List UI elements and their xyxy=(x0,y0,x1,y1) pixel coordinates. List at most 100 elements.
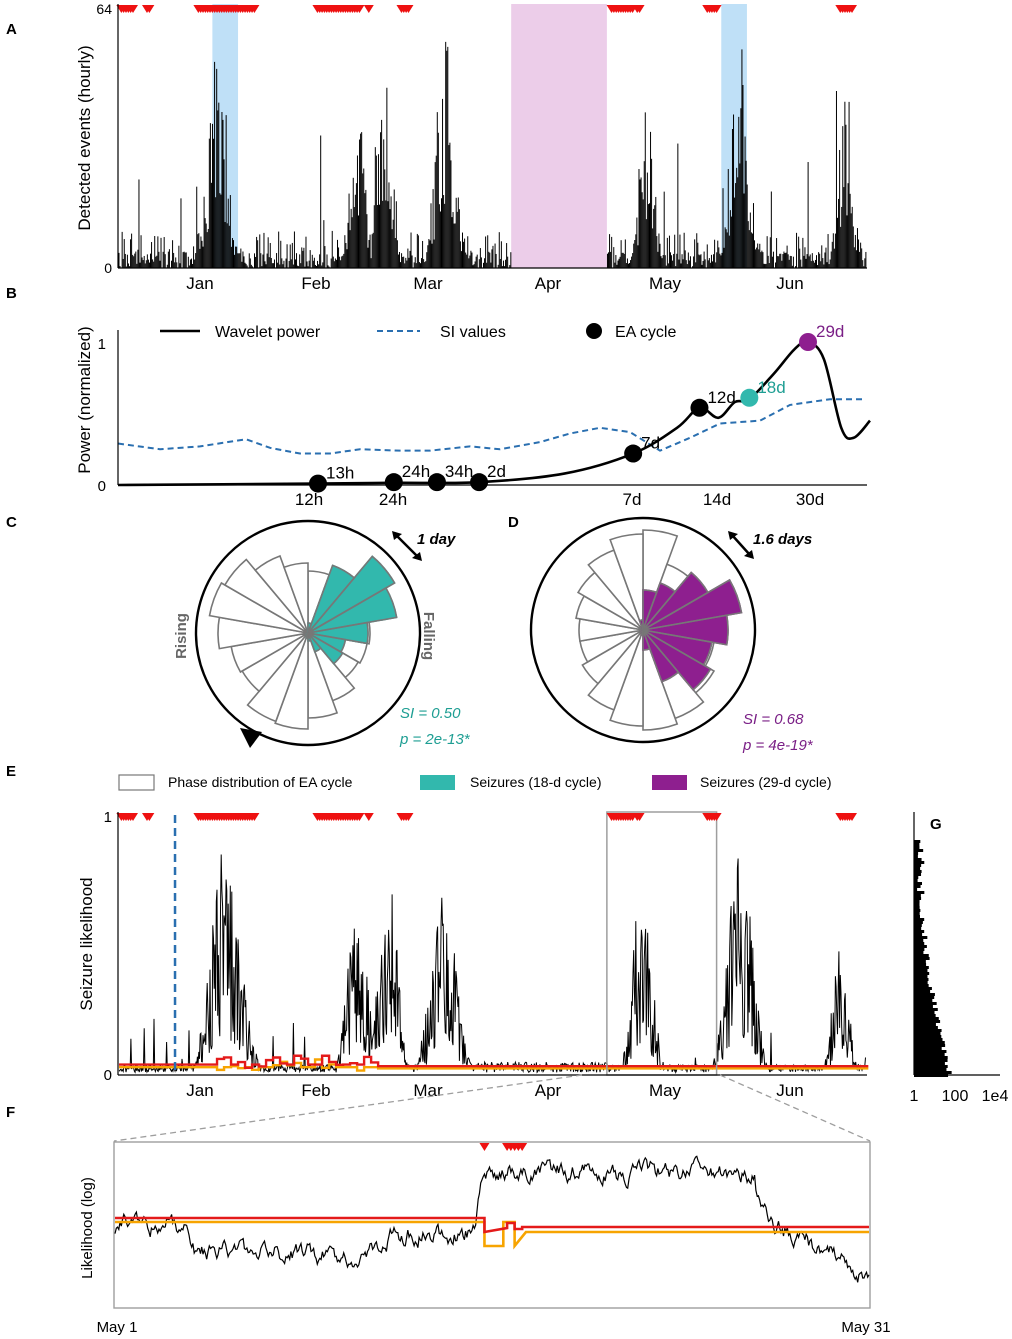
ea-phase-wedge xyxy=(223,558,309,634)
ea-phase-wedge xyxy=(581,629,644,685)
histogram-bar xyxy=(914,876,919,879)
panel-e-xtick-jan: Jan xyxy=(186,1081,213,1100)
histogram-bar xyxy=(914,1056,948,1059)
histogram-bar xyxy=(914,1011,935,1014)
seizure-wedge-outline xyxy=(307,632,312,642)
histogram-bar xyxy=(914,858,922,861)
histogram-bar xyxy=(914,975,928,978)
panel-c-arrow-tip-2 xyxy=(412,552,422,561)
ea-cycle-label: 7d xyxy=(641,434,660,453)
panel-a-ytick-bottom: 0 xyxy=(104,260,112,276)
seizure-marker xyxy=(634,813,645,821)
histogram-bar xyxy=(914,1047,942,1050)
histogram-bar xyxy=(914,1029,942,1032)
zoomed-threshold-29d xyxy=(115,1216,869,1234)
histogram-bar xyxy=(914,987,932,990)
histogram-bar xyxy=(914,906,920,909)
panel-c-arrowhead xyxy=(240,728,262,748)
panel-a-xtick-may: May xyxy=(649,274,682,293)
histogram-bar xyxy=(914,1059,948,1062)
seizure-marker xyxy=(403,813,414,821)
panel-g-xtick-100: 100 xyxy=(942,1088,969,1105)
ea-cycle-point xyxy=(470,473,489,492)
ea-phase-wedge xyxy=(246,632,309,723)
histogram-bar xyxy=(914,1044,946,1047)
ea-cycle-label: 18d xyxy=(757,378,785,397)
panel-f-label: F xyxy=(6,1104,15,1121)
histogram-bar xyxy=(914,933,923,936)
panel-a-xtick-jan: Jan xyxy=(186,274,213,293)
seizure-marker xyxy=(128,5,139,13)
panel-e-ytick-bottom: 0 xyxy=(104,1067,112,1084)
histogram-bar xyxy=(914,840,921,843)
seizure-wedge-outline xyxy=(307,632,344,665)
panel-c-rose xyxy=(208,554,398,730)
panel-f-frame xyxy=(113,1141,871,1309)
histogram-bar xyxy=(914,909,921,912)
panel-c-arrow-tip-1 xyxy=(392,531,402,540)
panel-f: F Likelihood (log) May 1 May 31 xyxy=(6,1074,891,1336)
panel-e-ylabel: Seizure likelihood xyxy=(77,877,96,1010)
panel-f-xtick-start: May 1 xyxy=(97,1319,138,1336)
ea-cycle-label: 34h xyxy=(445,462,473,481)
panel-f-seizure-markers xyxy=(479,1143,528,1151)
ea-cycle-label: 24h xyxy=(402,462,430,481)
panel-a-gap xyxy=(511,4,607,268)
seizure-marker xyxy=(144,813,155,821)
panel-d-si: SI = 0.68 xyxy=(743,711,804,728)
histogram-bar xyxy=(914,957,930,960)
panel-b-xtick-12h: 12h xyxy=(295,490,323,509)
panel-a-xtick-apr: Apr xyxy=(535,274,562,293)
ea-cycle-point xyxy=(384,473,403,492)
panel-c-si: SI = 0.50 xyxy=(400,705,461,722)
histogram-bar xyxy=(914,870,922,873)
histogram-bar xyxy=(914,882,923,885)
panel-c-period-arrow xyxy=(395,534,419,558)
panel-c-rising-label: Rising xyxy=(173,613,190,659)
histogram-bar xyxy=(914,1071,952,1074)
histogram-bar xyxy=(914,864,922,867)
histogram-bar xyxy=(914,921,923,924)
panel-b-ylabel: Power (normalized) xyxy=(75,326,94,473)
panel-d-rose xyxy=(575,529,743,731)
histogram-bar xyxy=(914,927,922,930)
panel-f-ylabel: Likelihood (log) xyxy=(79,1177,96,1279)
legend-si-label: SI values xyxy=(440,324,506,341)
panel-c-label: C xyxy=(6,514,17,531)
seizure-marker xyxy=(846,5,857,13)
panel-c: C 1 day Rising Falling SI = 0.50 p = 2e-… xyxy=(6,514,471,748)
histogram-bar xyxy=(914,897,922,900)
histogram-bar xyxy=(914,1050,947,1053)
histogram-bar xyxy=(914,996,935,999)
legend-29d-label: Seizures (29-d cycle) xyxy=(700,774,832,790)
histogram-bar xyxy=(914,879,918,882)
panel-a-event-bars xyxy=(118,41,867,268)
legend-18d-label: Seizures (18-d cycle) xyxy=(470,774,602,790)
seizure-wedge-outline xyxy=(642,629,651,651)
panel-b-ytick-top: 1 xyxy=(98,336,106,353)
seizure-marker xyxy=(846,813,857,821)
legend-ea-marker xyxy=(586,323,602,339)
panel-e: E Phase distribution of EA cycle Seizure… xyxy=(6,763,869,1100)
panel-a-ytick-top: 64 xyxy=(96,1,112,17)
seizure-wedge-outline xyxy=(305,632,309,639)
histogram-bar xyxy=(914,1065,948,1068)
seizure-marker xyxy=(711,5,722,13)
panel-g: G 1 100 1e4 xyxy=(910,812,1008,1105)
panel-e-xtick-apr: Apr xyxy=(535,1081,562,1100)
panel-a-xtick-jun: Jun xyxy=(776,274,803,293)
histogram-bar xyxy=(914,984,929,987)
histogram-bar xyxy=(914,888,918,891)
seizure-wedge-outline xyxy=(642,614,729,646)
seizure-wedge-outline xyxy=(638,619,644,631)
panel-b-xtick-24h: 24h xyxy=(379,490,407,509)
histogram-bar xyxy=(914,930,925,933)
histogram-bar xyxy=(914,948,925,951)
histogram-bar xyxy=(914,1035,942,1038)
legend-phase-swatch xyxy=(118,774,155,791)
panel-d-outer-circle xyxy=(529,516,757,744)
ea-cycle-label: 13h xyxy=(326,464,354,483)
histogram-bar xyxy=(914,924,922,927)
histogram-bar xyxy=(914,993,935,996)
